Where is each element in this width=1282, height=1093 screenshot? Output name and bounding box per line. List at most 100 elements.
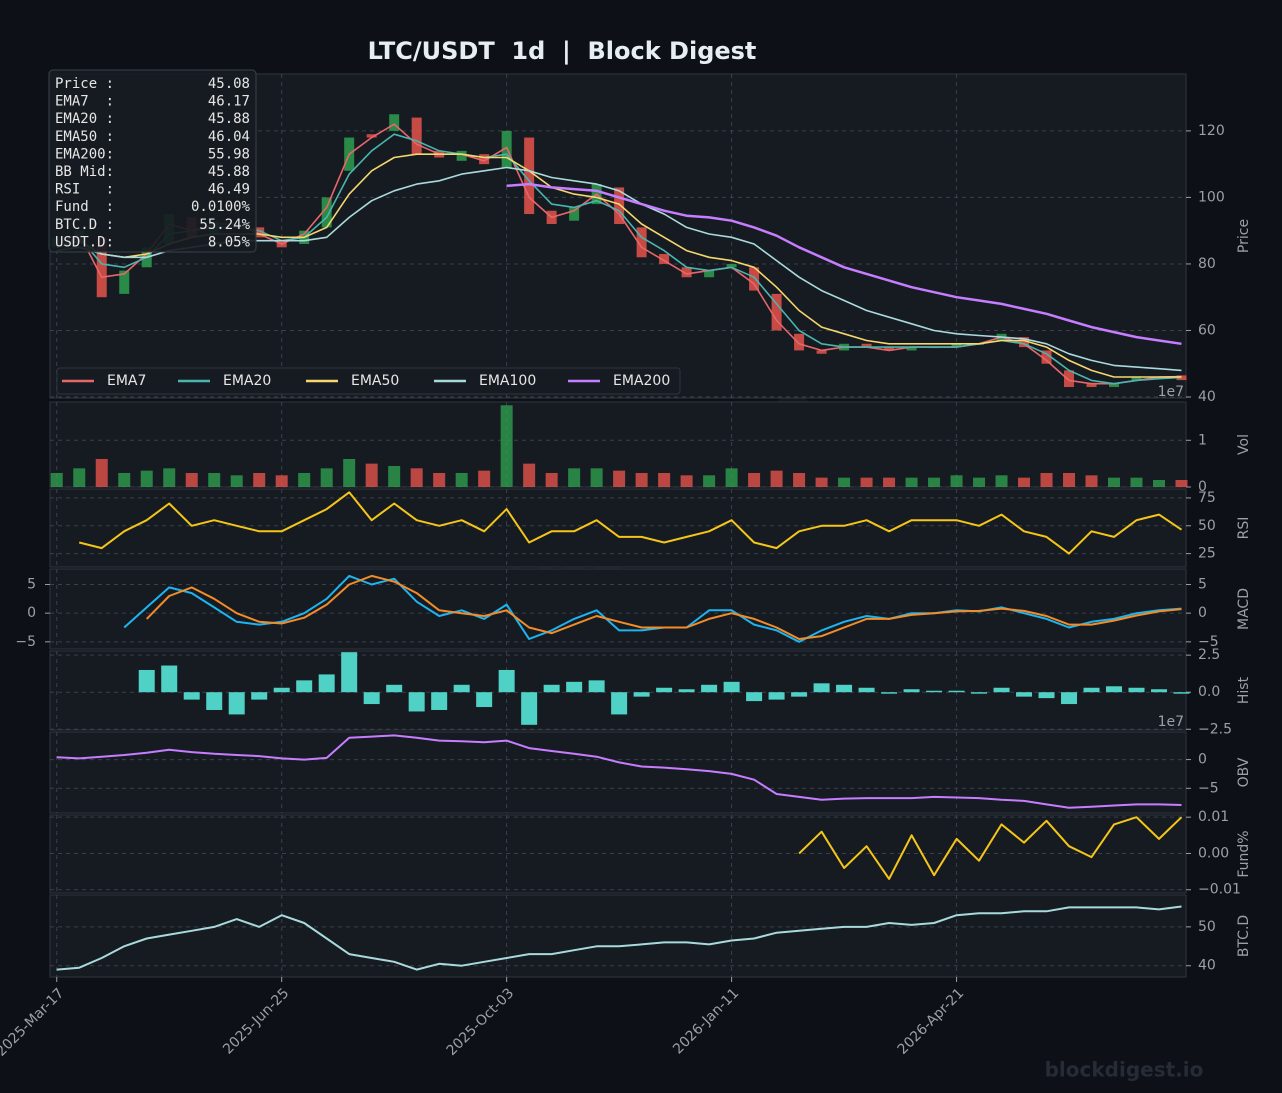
hist-bar xyxy=(138,669,155,693)
hist-bar xyxy=(228,692,245,715)
hist-bar xyxy=(431,692,448,710)
candle-body xyxy=(749,267,760,291)
info-value: 46.04 xyxy=(208,129,250,145)
candle-body xyxy=(884,347,895,351)
volume-bar xyxy=(163,468,176,487)
y-axis-label: Fund% xyxy=(1236,830,1252,877)
hist-bar xyxy=(1038,692,1055,699)
info-value: 45.88 xyxy=(208,111,250,127)
volume-bar xyxy=(973,477,986,487)
candle-body xyxy=(321,197,332,228)
candle-body xyxy=(1131,377,1142,381)
series-line xyxy=(78,491,1183,555)
hist-bar xyxy=(1061,692,1078,705)
hist-bar xyxy=(1106,686,1123,693)
volume-bar xyxy=(815,477,828,487)
info-value: 45.88 xyxy=(208,164,250,180)
y-tick-label: 60 xyxy=(1198,322,1216,338)
y-tick-label: −5 xyxy=(1198,780,1219,796)
panel xyxy=(49,894,1187,978)
info-value: 46.49 xyxy=(208,182,250,198)
footer-watermark: blockdigest.io xyxy=(1045,1058,1204,1082)
volume-bar xyxy=(748,472,761,487)
hist-bar xyxy=(903,689,920,693)
hist-bar xyxy=(723,681,740,693)
y-axis-label: Price xyxy=(1236,219,1252,253)
candle-body xyxy=(456,150,467,161)
info-label: RSI : xyxy=(55,182,114,198)
hist-bar xyxy=(183,692,200,700)
candle-body xyxy=(366,134,377,138)
y-axis-label: Hist xyxy=(1236,676,1252,704)
info-label: EMA50 : xyxy=(55,129,114,145)
hist-bar xyxy=(971,692,988,694)
volume-bar xyxy=(140,470,153,487)
volume-bar xyxy=(73,468,86,487)
info-value: 46.17 xyxy=(208,94,250,110)
volume-bar xyxy=(455,472,468,487)
info-label: EMA7 : xyxy=(55,94,114,110)
volume-bar xyxy=(433,472,446,487)
hist-bar xyxy=(791,692,808,697)
candle-body xyxy=(1109,383,1120,388)
volume-bar xyxy=(725,468,738,487)
y-tick-label: 0.00 xyxy=(1198,845,1229,861)
hist-bar xyxy=(408,692,425,712)
y-tick-label: 100 xyxy=(1198,189,1225,205)
y-tick-label: −2.5 xyxy=(1198,721,1232,737)
hist-bar xyxy=(453,684,470,693)
legend-label: EMA7 xyxy=(107,373,146,389)
volume-bar xyxy=(590,468,603,487)
y-tick-label: 80 xyxy=(1198,256,1216,272)
series-line xyxy=(798,816,1183,880)
volume-bar xyxy=(365,463,378,487)
volume-bar xyxy=(1085,475,1098,487)
hist-bar xyxy=(521,692,538,725)
hist-bar xyxy=(926,690,943,693)
hist-bar xyxy=(588,680,605,693)
hist-bar xyxy=(566,681,583,693)
volume-bar xyxy=(838,477,851,487)
hist-bar xyxy=(318,674,335,693)
candle-body xyxy=(906,347,917,351)
candle-body xyxy=(614,187,625,225)
legend-box xyxy=(56,367,681,395)
y-tick-label: −5 xyxy=(1198,634,1219,650)
candle-body xyxy=(119,270,130,294)
y-tick-label: 2.5 xyxy=(1198,647,1220,663)
candle-body xyxy=(726,263,737,268)
legend-label: EMA50 xyxy=(351,373,399,389)
info-label: Price : xyxy=(55,76,114,92)
candle-body xyxy=(704,270,715,278)
info-label: BTC.D : xyxy=(55,217,114,233)
volume-bar xyxy=(478,470,491,487)
volume-bar xyxy=(1175,479,1188,487)
volume-bar xyxy=(635,472,648,487)
volume-bar xyxy=(230,475,243,487)
volume-bar xyxy=(860,477,873,487)
axis-offset-label: 1e7 xyxy=(1158,384,1184,400)
candle-body xyxy=(1064,370,1075,388)
candle-body xyxy=(569,207,580,221)
candle-body xyxy=(816,350,827,354)
candle-body xyxy=(411,117,422,155)
y-tick-label: 25 xyxy=(1198,546,1216,562)
hist-bar xyxy=(273,687,290,693)
volume-bar xyxy=(500,405,513,487)
candle-body xyxy=(771,293,782,331)
volume-bar xyxy=(703,475,716,487)
hist-bar xyxy=(206,692,223,710)
info-value: 45.08 xyxy=(208,76,250,92)
y-tick-label: 50 xyxy=(1198,518,1216,534)
candle-body xyxy=(861,343,872,348)
hist-bar xyxy=(858,687,875,693)
y-tick-label: 0.0 xyxy=(1198,684,1220,700)
hist-bar xyxy=(1128,687,1145,693)
volume-bar xyxy=(770,470,783,487)
info-label: BB Mid: xyxy=(55,164,114,180)
y-tick-label: 50 xyxy=(1198,919,1216,935)
candle-body xyxy=(254,227,265,238)
volume-bar xyxy=(275,475,288,487)
hist-bar xyxy=(611,692,628,715)
